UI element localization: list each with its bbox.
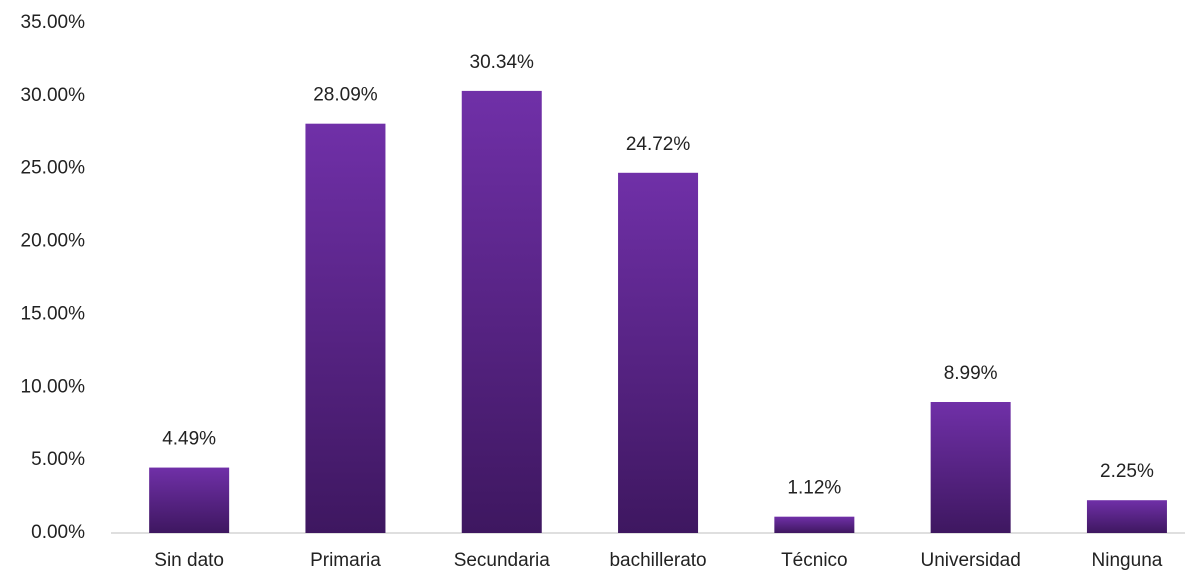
bar <box>305 123 386 533</box>
value-label: 30.34% <box>470 52 535 73</box>
y-tick-label: 5.00% <box>31 449 85 470</box>
y-tick-label: 25.00% <box>21 158 86 179</box>
x-tick-label: Ninguna <box>1092 550 1163 571</box>
y-tick-label: 10.00% <box>21 376 86 397</box>
bar <box>1086 500 1167 533</box>
bar <box>149 467 230 533</box>
bar <box>461 90 542 533</box>
y-tick-label: 35.00% <box>21 12 86 33</box>
y-tick-label: 30.00% <box>21 85 86 106</box>
value-label: 28.09% <box>313 85 378 106</box>
value-label: 8.99% <box>944 363 998 384</box>
x-tick-label: Sin dato <box>154 550 224 571</box>
x-tick-label: Secundaria <box>454 550 551 571</box>
value-label: 2.25% <box>1100 461 1154 482</box>
y-tick-label: 20.00% <box>21 231 86 252</box>
value-label: 24.72% <box>626 134 691 155</box>
y-tick-label: 0.00% <box>31 522 85 543</box>
value-label: 4.49% <box>162 429 216 450</box>
x-tick-label: Técnico <box>781 550 848 571</box>
bar <box>774 516 855 533</box>
x-tick-label: bachillerato <box>609 550 706 571</box>
x-tick-label: Universidad <box>920 550 1020 571</box>
bar <box>930 402 1011 533</box>
y-tick-label: 15.00% <box>21 303 86 324</box>
bar <box>618 172 699 533</box>
x-tick-label: Primaria <box>310 550 381 571</box>
value-label: 1.12% <box>787 478 841 499</box>
